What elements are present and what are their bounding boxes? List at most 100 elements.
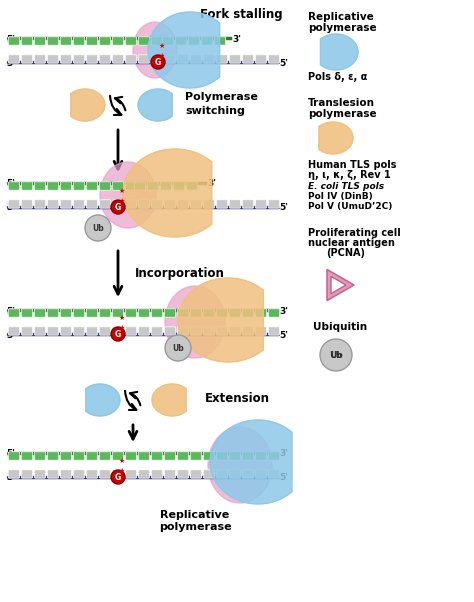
FancyBboxPatch shape <box>164 452 176 460</box>
FancyBboxPatch shape <box>112 37 124 45</box>
Text: ★: ★ <box>119 188 125 194</box>
Polygon shape <box>165 286 225 358</box>
FancyBboxPatch shape <box>242 55 254 63</box>
FancyBboxPatch shape <box>177 309 189 317</box>
FancyBboxPatch shape <box>99 309 111 317</box>
Text: Pol V (UmuD’2C): Pol V (UmuD’2C) <box>308 202 392 211</box>
FancyBboxPatch shape <box>73 470 85 478</box>
Text: Ub: Ub <box>330 351 342 360</box>
Text: 5': 5' <box>6 179 15 188</box>
FancyBboxPatch shape <box>162 37 173 45</box>
FancyBboxPatch shape <box>188 37 200 45</box>
Polygon shape <box>133 22 177 78</box>
FancyBboxPatch shape <box>99 200 111 208</box>
Text: G: G <box>115 473 121 482</box>
FancyBboxPatch shape <box>186 182 198 190</box>
Polygon shape <box>100 162 156 228</box>
FancyBboxPatch shape <box>177 470 189 478</box>
FancyBboxPatch shape <box>268 327 280 335</box>
FancyBboxPatch shape <box>9 182 20 190</box>
FancyBboxPatch shape <box>229 452 241 460</box>
Text: 3': 3' <box>6 474 15 482</box>
Polygon shape <box>138 89 172 121</box>
Text: polymerase: polymerase <box>308 23 377 33</box>
Circle shape <box>320 339 352 371</box>
Text: Ub: Ub <box>92 224 104 233</box>
Text: E. coli TLS pols: E. coli TLS pols <box>308 182 384 191</box>
FancyBboxPatch shape <box>60 327 72 335</box>
FancyBboxPatch shape <box>60 200 72 208</box>
Text: polymerase: polymerase <box>159 522 231 532</box>
FancyBboxPatch shape <box>203 200 215 208</box>
Text: 5': 5' <box>279 58 288 67</box>
Polygon shape <box>319 122 353 154</box>
FancyBboxPatch shape <box>216 200 228 208</box>
FancyBboxPatch shape <box>99 470 111 478</box>
FancyBboxPatch shape <box>47 182 59 190</box>
FancyBboxPatch shape <box>34 309 46 317</box>
FancyBboxPatch shape <box>125 327 137 335</box>
FancyBboxPatch shape <box>216 309 228 317</box>
FancyBboxPatch shape <box>177 200 189 208</box>
FancyBboxPatch shape <box>151 37 163 45</box>
FancyBboxPatch shape <box>86 327 98 335</box>
Text: G: G <box>155 58 161 67</box>
FancyBboxPatch shape <box>190 470 202 478</box>
FancyBboxPatch shape <box>9 200 20 208</box>
FancyBboxPatch shape <box>229 327 241 335</box>
FancyBboxPatch shape <box>21 470 33 478</box>
Text: 3': 3' <box>6 330 15 340</box>
FancyBboxPatch shape <box>138 470 150 478</box>
FancyBboxPatch shape <box>9 452 20 460</box>
FancyBboxPatch shape <box>125 37 137 45</box>
FancyBboxPatch shape <box>86 200 98 208</box>
Circle shape <box>111 327 125 341</box>
Text: Ubiquitin: Ubiquitin <box>313 322 367 332</box>
FancyBboxPatch shape <box>164 470 176 478</box>
FancyBboxPatch shape <box>73 37 85 45</box>
FancyBboxPatch shape <box>60 37 72 45</box>
FancyBboxPatch shape <box>190 200 202 208</box>
FancyBboxPatch shape <box>112 327 124 335</box>
FancyBboxPatch shape <box>99 182 111 190</box>
FancyBboxPatch shape <box>242 200 254 208</box>
FancyBboxPatch shape <box>125 200 137 208</box>
FancyBboxPatch shape <box>34 470 46 478</box>
FancyBboxPatch shape <box>34 182 46 190</box>
Text: 3': 3' <box>6 58 15 67</box>
FancyBboxPatch shape <box>268 200 280 208</box>
FancyBboxPatch shape <box>86 37 98 45</box>
FancyBboxPatch shape <box>99 55 111 63</box>
FancyBboxPatch shape <box>125 55 137 63</box>
FancyBboxPatch shape <box>9 55 20 63</box>
FancyBboxPatch shape <box>151 327 163 335</box>
FancyBboxPatch shape <box>34 55 46 63</box>
Polygon shape <box>178 278 264 362</box>
FancyBboxPatch shape <box>190 327 202 335</box>
FancyBboxPatch shape <box>9 37 20 45</box>
FancyBboxPatch shape <box>255 470 267 478</box>
FancyBboxPatch shape <box>164 55 176 63</box>
Text: Translesion: Translesion <box>308 98 375 108</box>
FancyBboxPatch shape <box>99 37 111 45</box>
FancyBboxPatch shape <box>86 309 98 317</box>
Text: 5': 5' <box>6 306 15 315</box>
Circle shape <box>85 215 111 241</box>
Text: Human TLS pols: Human TLS pols <box>308 160 396 170</box>
Text: ★: ★ <box>119 468 125 474</box>
FancyBboxPatch shape <box>125 470 137 478</box>
FancyBboxPatch shape <box>73 200 85 208</box>
FancyBboxPatch shape <box>73 309 85 317</box>
FancyBboxPatch shape <box>255 55 267 63</box>
FancyBboxPatch shape <box>177 452 189 460</box>
FancyBboxPatch shape <box>21 200 33 208</box>
Circle shape <box>151 55 165 69</box>
FancyBboxPatch shape <box>203 327 215 335</box>
FancyBboxPatch shape <box>164 327 176 335</box>
FancyBboxPatch shape <box>112 309 124 317</box>
FancyBboxPatch shape <box>151 55 163 63</box>
FancyBboxPatch shape <box>216 55 228 63</box>
Polygon shape <box>86 384 120 416</box>
Text: Fork stalling: Fork stalling <box>200 8 283 21</box>
FancyBboxPatch shape <box>214 37 226 45</box>
